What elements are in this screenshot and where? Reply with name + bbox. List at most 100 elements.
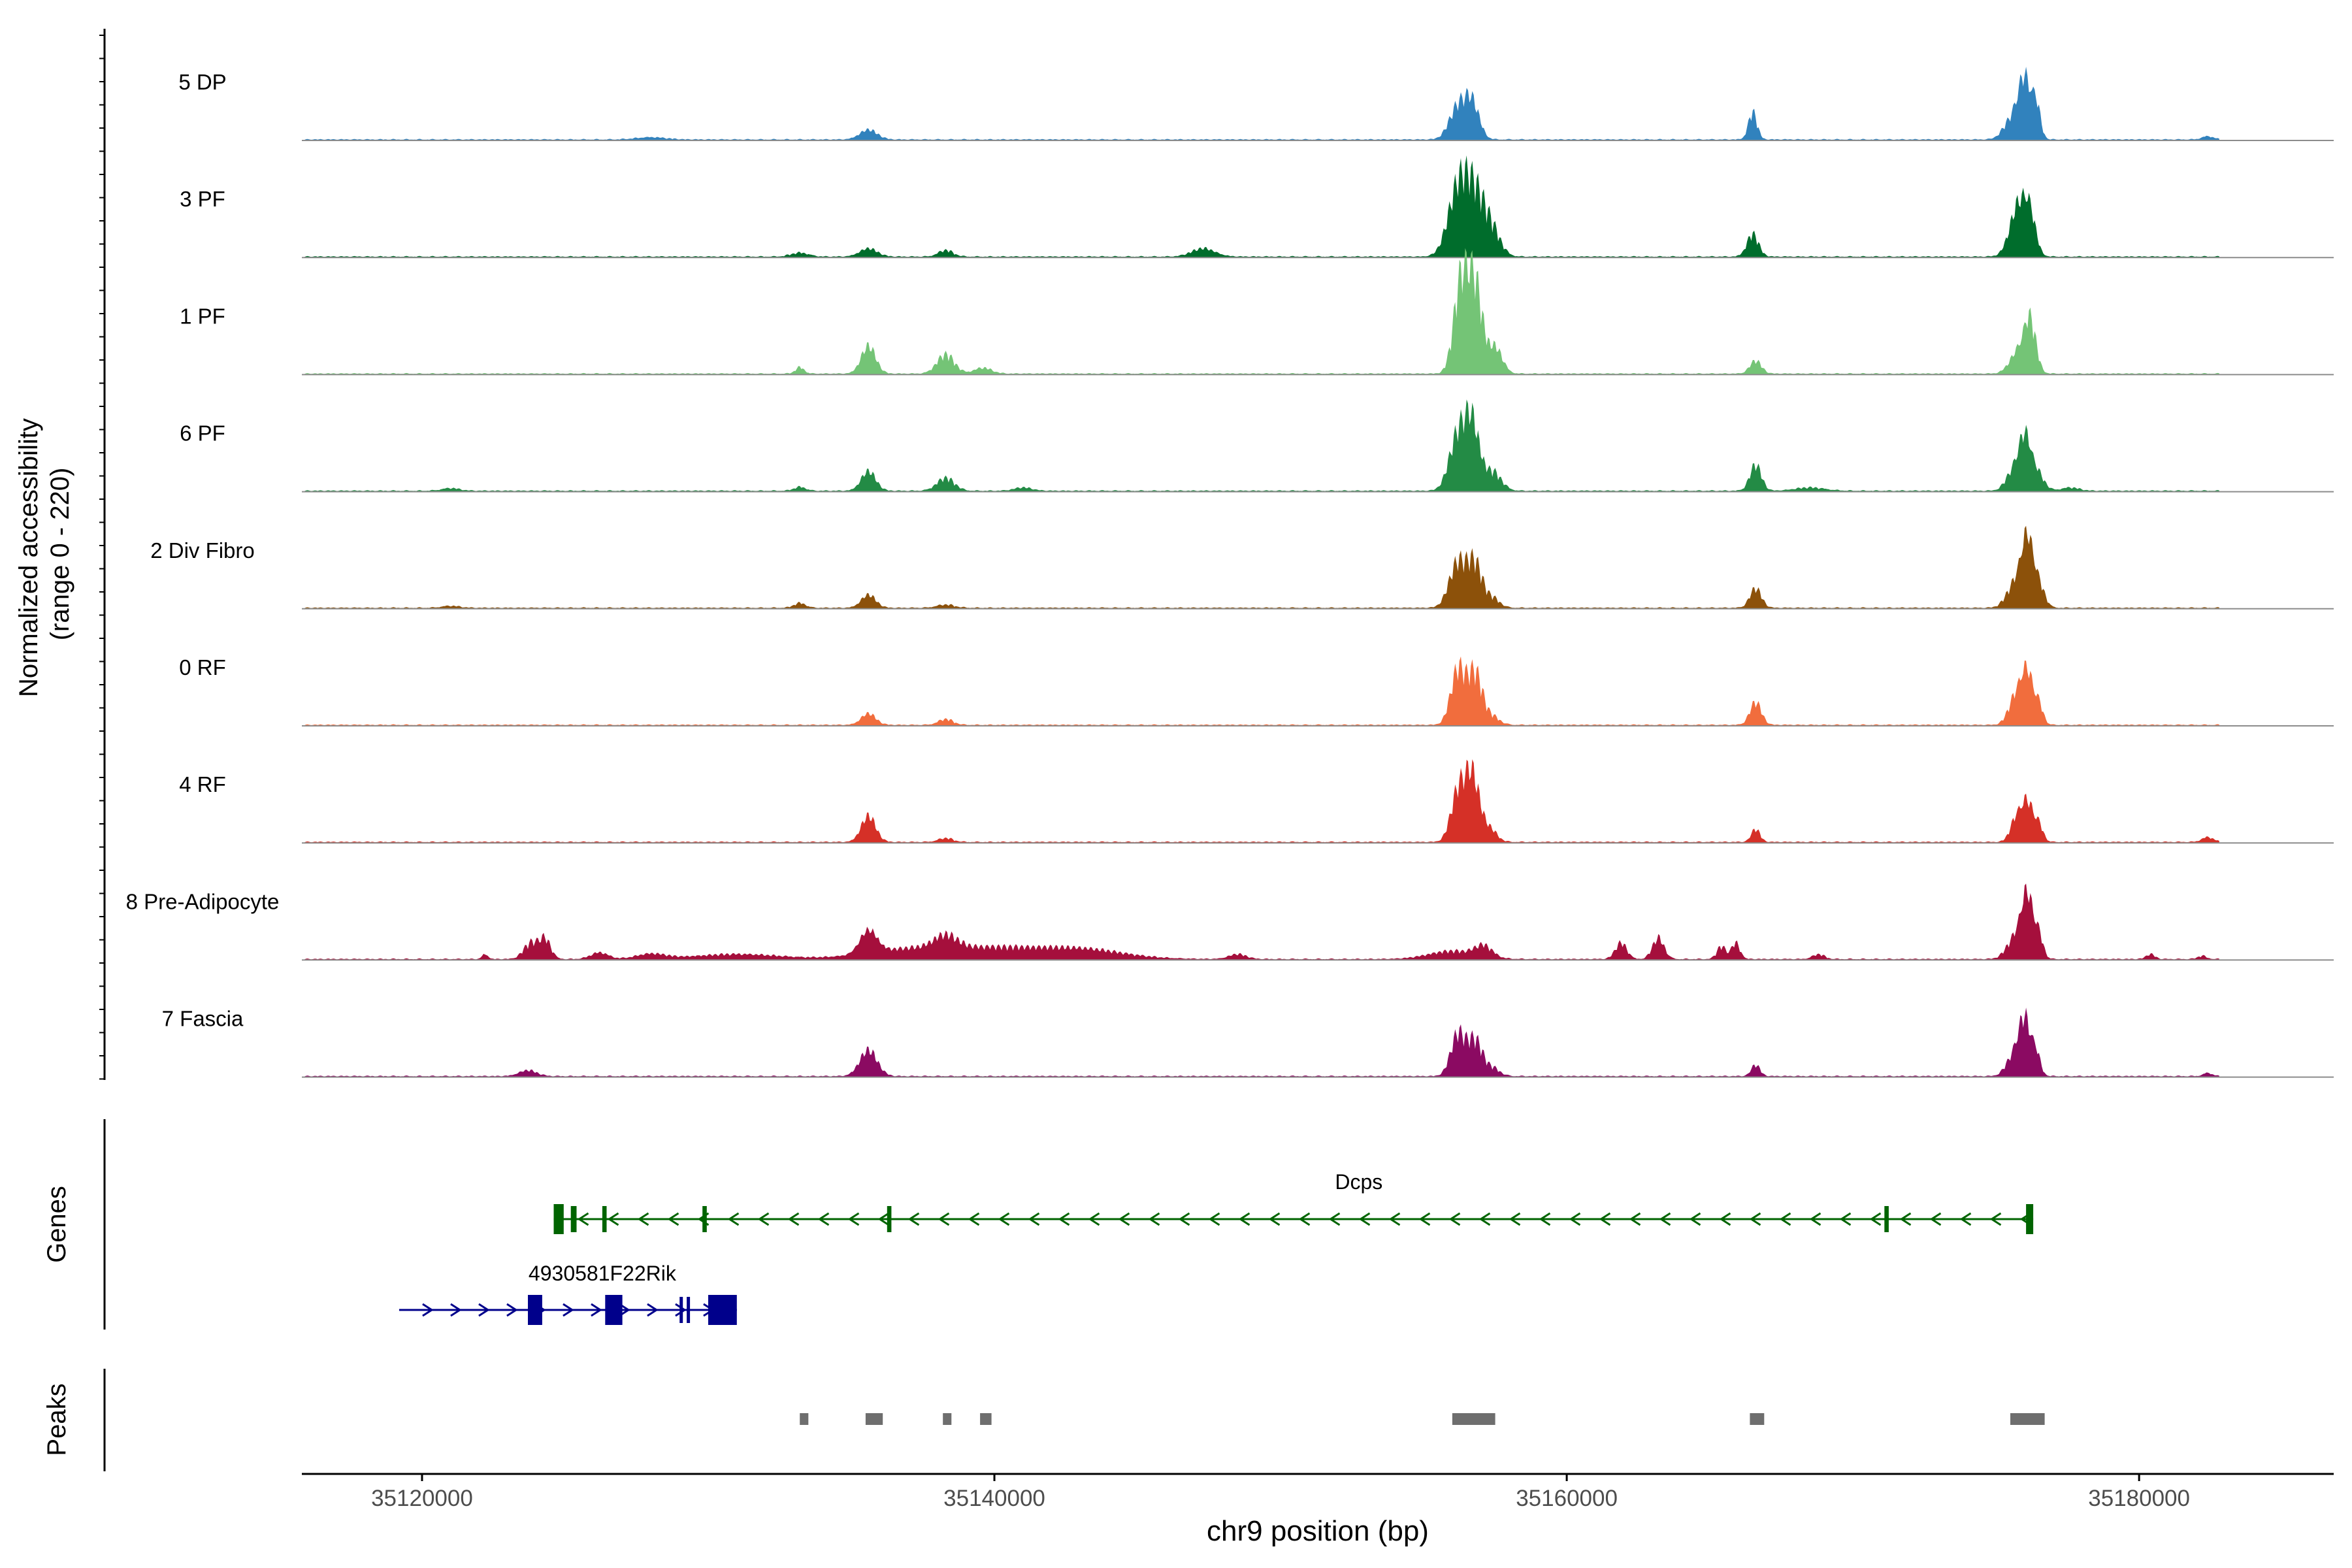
track-label: 6 PF: [180, 421, 225, 446]
gene-exon: [679, 1297, 683, 1323]
strand-chevron: [1899, 1212, 1912, 1226]
strand-chevron: [1539, 1212, 1551, 1226]
track-7-fascia: 7 Fascia: [162, 1007, 2334, 1078]
y-axis-title-line1: Normalized accessibility: [14, 418, 43, 697]
gene-exon: [602, 1206, 607, 1232]
strand-chevron: [1148, 1212, 1160, 1226]
strand-chevron: [757, 1212, 770, 1226]
strand-chevron: [450, 1303, 462, 1317]
strand-chevron: [727, 1212, 740, 1226]
strand-chevron: [667, 1212, 679, 1226]
track-label: 2 Div Fibro: [150, 538, 255, 563]
coverage-area: [304, 248, 2219, 375]
coverage-area: [304, 883, 2219, 960]
strand-chevron: [877, 1212, 890, 1226]
strand-chevron: [1599, 1212, 1611, 1226]
track-label: 7 Fascia: [162, 1007, 244, 1031]
strand-chevron: [817, 1212, 830, 1226]
strand-chevron: [998, 1212, 1010, 1226]
coverage-area: [304, 656, 2219, 726]
coverage-area: [304, 525, 2219, 609]
strand-chevron: [938, 1212, 950, 1226]
strand-chevron: [1358, 1212, 1371, 1226]
strand-chevron: [1388, 1212, 1401, 1226]
track-3-pf: 3 PF: [180, 155, 2334, 259]
strand-chevron: [1028, 1212, 1040, 1226]
track-6-pf: 6 PF: [180, 399, 2334, 493]
strand-chevron: [847, 1212, 860, 1226]
gene-exon: [708, 1295, 737, 1325]
gene-dcps: Dcps: [553, 1170, 2034, 1234]
strand-chevron: [1418, 1212, 1431, 1226]
track-label: 5 DP: [178, 70, 226, 94]
coverage-area: [304, 759, 2219, 843]
strand-chevron: [1478, 1212, 1491, 1226]
gene-exon: [887, 1206, 892, 1232]
track-2-div-fibro: 2 Div Fibro: [150, 525, 2334, 610]
x-axis-title: chr9 position (bp): [1207, 1515, 1429, 1547]
coverage-tracks: 5 DP 3 PF 1 PF 6 PF 2 Div Fibro 0 RF 4 RF 8 Pre…: [126, 67, 2334, 1078]
gene-exon: [553, 1204, 564, 1234]
strand-chevron: [1869, 1212, 1882, 1226]
strand-chevron: [1839, 1212, 1852, 1226]
coverage-area: [304, 399, 2219, 492]
track-1-pf: 1 PF: [180, 248, 2334, 376]
gene-exon: [605, 1295, 623, 1325]
strand-chevron: [1058, 1212, 1070, 1226]
peak-region: [865, 1413, 883, 1425]
x-tick-label: 35180000: [2088, 1486, 2190, 1511]
x-axis: 35120000 35140000 35160000 35180000: [302, 1473, 2334, 1511]
strand-chevron: [1929, 1212, 1942, 1226]
track-4-rf: 4 RF: [179, 759, 2334, 844]
x-tick-label: 35120000: [371, 1486, 473, 1511]
peaks-section-label: Peaks: [42, 1383, 71, 1456]
gene-name-label: Dcps: [1335, 1170, 1382, 1194]
strand-chevron: [675, 1303, 687, 1317]
track-0-rf: 0 RF: [179, 655, 2334, 727]
track-label: 3 PF: [180, 187, 225, 211]
coverage-area: [304, 67, 2219, 140]
strand-chevron: [1809, 1212, 1821, 1226]
peak-region: [1452, 1413, 1495, 1425]
strand-chevron: [1268, 1212, 1281, 1226]
strand-chevron: [506, 1303, 518, 1317]
strand-chevron: [1659, 1212, 1671, 1226]
peak-region: [943, 1413, 952, 1425]
gene-exon: [2026, 1204, 2034, 1234]
strand-chevron: [1328, 1212, 1341, 1226]
track-label: 0 RF: [179, 655, 226, 679]
strand-chevron: [968, 1212, 980, 1226]
strand-chevron: [478, 1303, 490, 1317]
track-5-dp: 5 DP: [178, 67, 2334, 141]
strand-chevron: [1208, 1212, 1220, 1226]
gene-exon: [702, 1206, 707, 1232]
strand-chevron: [1779, 1212, 1791, 1226]
strand-chevron: [1689, 1212, 1701, 1226]
strand-chevron: [1959, 1212, 1972, 1226]
track-label: 1 PF: [180, 304, 225, 328]
strand-chevron: [1238, 1212, 1250, 1226]
gene-annotation-track: Dcps 4930581F22Rik: [399, 1170, 2034, 1325]
coverage-area: [304, 1007, 2219, 1077]
track-label: 4 RF: [179, 772, 226, 796]
strand-chevron: [907, 1212, 920, 1226]
peak-region: [2010, 1413, 2045, 1425]
track-8-pre-adipocyte: 8 Pre-Adipocyte: [126, 883, 2334, 961]
track-label: 8 Pre-Adipocyte: [126, 889, 280, 913]
genes-section-label: Genes: [42, 1186, 71, 1263]
strand-chevron: [1298, 1212, 1311, 1226]
peak-track: [800, 1413, 2045, 1425]
strand-chevron: [787, 1212, 800, 1226]
peak-region: [800, 1413, 809, 1425]
gene-name-label: 4930581F22Rik: [529, 1262, 677, 1285]
y-axis-title-line2: (range 0 - 220): [46, 468, 74, 641]
strand-chevron: [607, 1212, 619, 1226]
strand-chevron: [647, 1303, 659, 1317]
strand-chevron: [1509, 1212, 1521, 1226]
strand-chevron: [1569, 1212, 1581, 1226]
peak-region: [980, 1413, 992, 1425]
x-tick-label: 35140000: [943, 1486, 1045, 1511]
y-axis: [99, 29, 106, 1080]
strand-chevron: [563, 1303, 574, 1317]
